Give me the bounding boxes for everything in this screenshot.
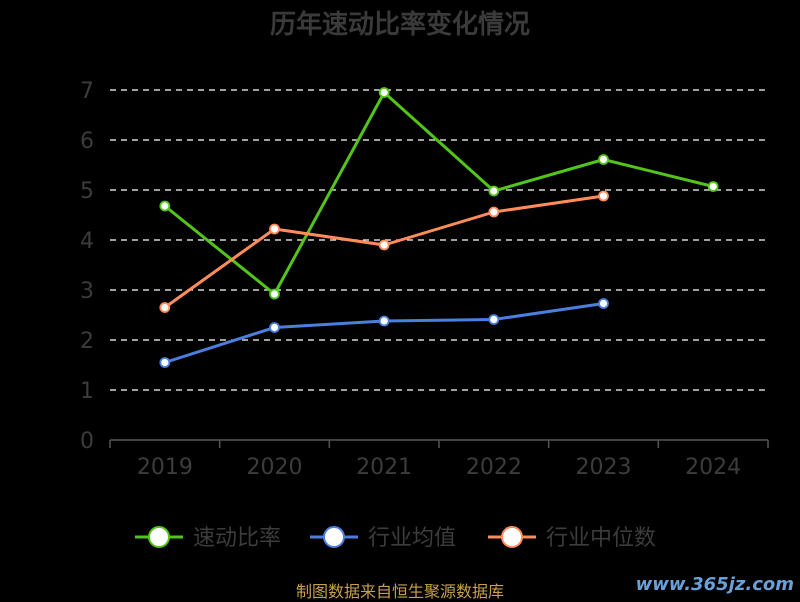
data-point [159,302,171,313]
y-tick-label: 7 [80,79,94,104]
legend-marker [323,526,345,548]
legend-marker [501,526,523,548]
x-tick-label: 2024 [685,455,741,480]
y-tick-label: 5 [80,179,94,204]
data-point [707,181,719,192]
data-point [488,185,500,197]
data-point [269,223,280,235]
legend-label: 行业中位数 [546,526,656,551]
data-point [159,357,171,368]
data-point [378,87,390,98]
legend-label: 行业均值 [368,526,456,551]
data-point [159,200,171,212]
y-tick-label: 0 [80,429,94,454]
y-tick-label: 4 [80,229,94,254]
data-point [269,288,280,300]
y-tick-label: 2 [80,329,94,354]
series-line-2 [163,194,604,309]
y-tick-label: 3 [80,279,94,304]
series-line-0 [163,91,714,296]
x-tick-label: 2021 [356,455,412,480]
x-tick-label: 2019 [137,455,193,480]
y-tick-labels: 0 1 2 3 4 5 6 7 [80,79,94,454]
x-tick-label: 2020 [247,455,303,480]
legend-marker [148,526,170,548]
series-line-1 [164,302,604,364]
data-source-note: 制图数据来自恒生聚源数据库 [295,582,504,601]
x-tick-label: 2023 [576,455,632,480]
data-point [598,298,609,309]
series-lines [159,87,719,368]
chart-title: 历年速动比率变化情况 [269,10,530,40]
data-point [378,315,390,327]
legend: 速动比率 行业均值 行业中位数 [135,526,656,551]
data-point [269,322,280,333]
data-point [488,314,500,325]
data-point [598,190,609,202]
y-tick-label: 6 [80,129,94,154]
x-tick-label: 2022 [466,455,522,480]
legend-label: 速动比率 [193,526,281,551]
axes [109,439,769,448]
data-point [598,154,609,165]
x-tick-labels: 2019 2020 2021 2022 2023 2024 [137,455,741,480]
y-tick-label: 1 [80,379,94,404]
data-point [488,206,500,218]
data-point [378,239,390,251]
watermark: www.365jz.com [635,574,794,595]
